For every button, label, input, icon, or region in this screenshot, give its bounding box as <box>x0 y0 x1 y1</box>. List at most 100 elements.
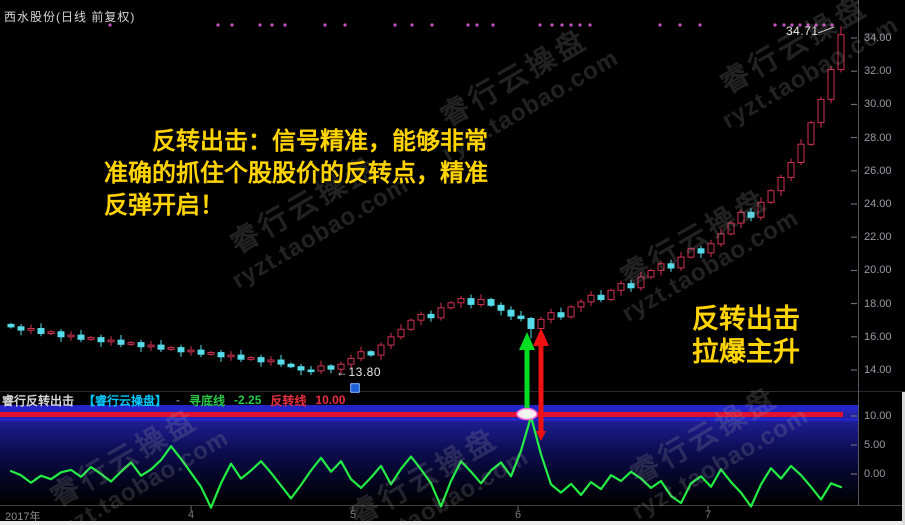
candle-body <box>177 347 185 353</box>
candle-body <box>207 352 215 355</box>
month-tick-label: 4 <box>188 509 195 521</box>
marker-dot <box>430 23 434 27</box>
indicator-axis-label: 0.00 <box>864 468 886 480</box>
marker-dot <box>698 23 702 27</box>
candle-body <box>547 312 555 320</box>
red-up-arrow-shaft <box>538 344 544 436</box>
price-axis-label: 26.00 <box>864 164 892 177</box>
annotation-line: 反转出击：信号精准，能够非常 <box>152 128 488 155</box>
candle-body <box>557 312 565 318</box>
candle-body <box>797 143 805 163</box>
candle-body <box>437 307 445 319</box>
panel-top-band <box>0 405 858 411</box>
marker-dot <box>283 23 287 27</box>
candle-body <box>777 176 785 192</box>
candle-body <box>697 248 705 254</box>
candle-body <box>137 342 145 348</box>
high-annotation-pointer <box>817 26 835 34</box>
marker-dot <box>491 23 495 27</box>
candle-body <box>287 363 295 368</box>
annotation-line: 反转出击 <box>692 304 800 334</box>
candle-body <box>727 222 735 235</box>
candle-body <box>7 323 15 328</box>
candle-body <box>767 190 775 203</box>
candle-body <box>687 248 695 258</box>
candle-body <box>667 263 675 269</box>
seek-bottom-line-label: 寻底线 <box>189 393 226 408</box>
month-tick-label: 6 <box>515 509 522 521</box>
marker-dot <box>550 23 554 27</box>
candle-body <box>447 302 455 309</box>
marker-dot <box>230 23 234 27</box>
candle-body <box>827 69 835 100</box>
candle-body <box>247 357 255 360</box>
marker-dot <box>475 23 479 27</box>
window-right-border <box>902 392 905 525</box>
marker-dot <box>798 23 802 27</box>
marker-dot <box>822 23 826 27</box>
marker-dot <box>560 23 564 27</box>
candle-body <box>57 331 65 338</box>
candle-body <box>317 365 325 372</box>
marker-dot <box>393 23 397 27</box>
candle-body <box>417 313 425 321</box>
candle-body <box>677 256 685 269</box>
candle-body <box>787 162 795 178</box>
candle-body <box>707 243 715 254</box>
candle-body <box>597 294 605 300</box>
window-bottom-border <box>0 521 905 525</box>
red-up-arrow-head <box>533 328 549 346</box>
reversal-threshold-line <box>0 412 843 417</box>
candle-body <box>807 122 815 145</box>
price-axis-label: 30.00 <box>864 98 892 111</box>
candle-body <box>267 359 275 363</box>
candle-body <box>217 352 225 358</box>
candle-body <box>637 276 645 289</box>
candle-body <box>327 365 335 370</box>
candle-body <box>587 294 595 303</box>
green-up-arrow-shaft <box>524 348 530 418</box>
marker-dot <box>323 23 327 27</box>
reversal-line-value: 10.00 <box>315 393 346 407</box>
candle-body <box>167 347 175 350</box>
annotation-callout-main: 反转出击：信号精准，能够非常 准确的抓住个股股价的反转点，精准 反弹开启！ <box>104 126 496 222</box>
candle-body <box>577 301 585 308</box>
candle-body <box>467 298 475 305</box>
marker-dot <box>569 23 573 27</box>
candle-body <box>97 337 105 343</box>
candle-body <box>87 337 95 340</box>
low-price-label: ←13.80 <box>336 365 382 379</box>
candle-body <box>187 349 195 353</box>
candle-body <box>747 211 755 218</box>
candle-body <box>527 318 535 329</box>
marker-dot <box>216 23 220 27</box>
green-up-arrow-head <box>519 332 535 350</box>
candle-body <box>47 331 55 334</box>
month-tick-label: 5 <box>350 509 357 521</box>
marker-dot <box>538 23 542 27</box>
candle-body <box>537 318 545 329</box>
price-axis-label: 24.00 <box>864 198 892 210</box>
candle-body <box>497 304 505 311</box>
indicator-header: 睿行反转出击 【睿行云操盘】 - 寻底线 -2.25 反转线 10.00 <box>2 393 346 408</box>
marker-dot <box>773 23 777 27</box>
candle-body <box>367 351 375 356</box>
marker-dot <box>806 23 810 27</box>
annotation-callout-side: 反转出击 拉爆主升 <box>692 303 800 369</box>
price-axis-label: 22.00 <box>864 231 892 244</box>
stock-title: 西水股份(日线 前复权) <box>4 10 136 24</box>
marker-dot <box>814 23 818 27</box>
indicator-name: 睿行反转出击 <box>2 393 75 408</box>
price-axis-label: 20.00 <box>864 264 892 277</box>
marker-dot <box>790 23 794 27</box>
indicator-brand[interactable]: 【睿行云操盘】 <box>83 393 168 408</box>
indicator-panel-background <box>0 405 858 505</box>
candle-body <box>297 366 305 371</box>
candle-body <box>657 263 665 271</box>
price-axis-label: 28.00 <box>864 131 892 144</box>
indicator-axis-label: 10.00 <box>864 410 892 422</box>
seek-bottom-indicator-line <box>9 415 843 509</box>
candle-body <box>487 299 495 306</box>
